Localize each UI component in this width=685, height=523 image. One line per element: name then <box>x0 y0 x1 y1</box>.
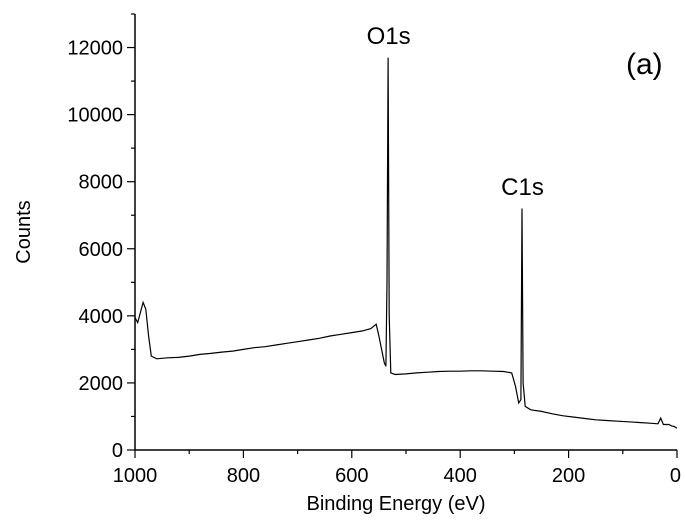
y-axis-title: Counts <box>13 200 35 263</box>
panel-label: (a) <box>626 48 663 81</box>
y-tick-label: 0 <box>112 440 123 462</box>
y-tick-label: 4000 <box>79 306 124 328</box>
y-tick-label: 8000 <box>79 172 124 194</box>
x-tick-label: 1000 <box>113 465 158 487</box>
x-tick-label: 0 <box>670 465 681 487</box>
ticks-layer <box>127 13 678 458</box>
peak-label: C1s <box>501 174 544 201</box>
peak-annotations: O1s C1s <box>367 23 544 201</box>
x-tick-label: 600 <box>335 465 368 487</box>
x-tick-label: 800 <box>227 465 260 487</box>
x-tick-label: 400 <box>444 465 477 487</box>
y-tick-label: 6000 <box>79 239 124 261</box>
y-tick-label: 10000 <box>67 105 123 127</box>
x-tick-label: 200 <box>552 465 585 487</box>
peak-label: O1s <box>367 23 411 50</box>
spectrum-line <box>134 57 678 429</box>
y-tick-label: 12000 <box>67 38 123 60</box>
x-axis-title: Binding Energy (eV) <box>307 493 486 515</box>
y-tick-label: 2000 <box>79 373 124 395</box>
